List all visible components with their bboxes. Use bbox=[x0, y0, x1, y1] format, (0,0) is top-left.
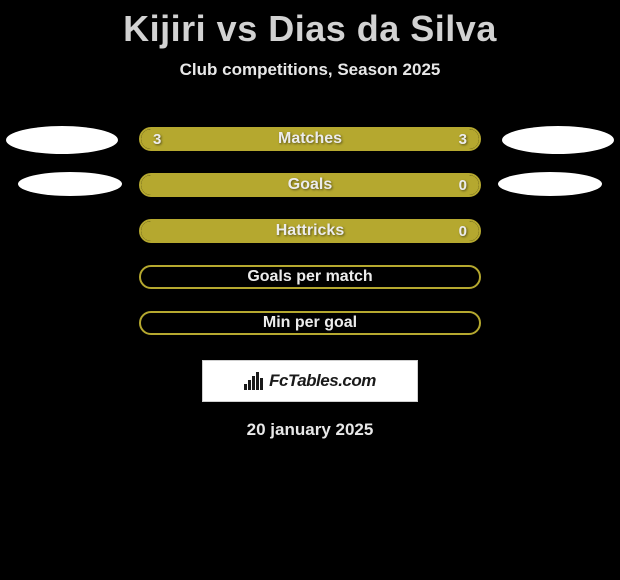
player-left-name: Kijiri bbox=[123, 8, 206, 49]
vs-text: vs bbox=[217, 8, 258, 49]
stat-value-right: 0 bbox=[459, 223, 467, 240]
stat-fill-full bbox=[141, 221, 479, 241]
side-ellipse-right bbox=[502, 126, 614, 154]
side-ellipse-right bbox=[498, 172, 602, 196]
stat-value-right: 3 bbox=[459, 131, 467, 148]
branding-box[interactable]: FcTables.com bbox=[202, 360, 418, 402]
branding-inner: FcTables.com bbox=[244, 371, 376, 391]
stat-row: Goals0 bbox=[0, 162, 620, 208]
stat-bar: Min per goal bbox=[139, 311, 481, 335]
stat-bar: Hattricks0 bbox=[139, 219, 481, 243]
stat-value-left: 3 bbox=[153, 131, 161, 148]
stat-bar: Goals per match bbox=[139, 265, 481, 289]
stat-bars: 3Matches3 Goals0 Hattricks0 Goals per match… bbox=[0, 116, 620, 346]
stat-label: Min per goal bbox=[141, 313, 479, 333]
stat-row: Goals per match bbox=[0, 254, 620, 300]
stat-bar: 3Matches3 bbox=[139, 127, 481, 151]
stat-fill-right bbox=[310, 129, 479, 149]
icon-bar bbox=[252, 376, 255, 390]
side-ellipse-left bbox=[18, 172, 122, 196]
side-ellipse-left bbox=[6, 126, 118, 154]
chart-bars-icon bbox=[244, 372, 263, 390]
subtitle: Club competitions, Season 2025 bbox=[0, 60, 620, 80]
title: Kijiri vs Dias da Silva bbox=[0, 8, 620, 50]
icon-bar bbox=[260, 378, 263, 390]
stat-row: Min per goal bbox=[0, 300, 620, 346]
icon-bar bbox=[248, 380, 251, 390]
icon-bar bbox=[256, 372, 259, 390]
stat-row: Hattricks0 bbox=[0, 208, 620, 254]
player-right-name: Dias da Silva bbox=[268, 8, 497, 49]
stat-row: 3Matches3 bbox=[0, 116, 620, 162]
icon-bar bbox=[244, 384, 247, 390]
stat-label: Goals per match bbox=[141, 267, 479, 287]
stat-value-right: 0 bbox=[459, 177, 467, 194]
branding-text: FcTables.com bbox=[269, 371, 376, 391]
date-line: 20 january 2025 bbox=[0, 420, 620, 440]
stat-fill-full bbox=[141, 175, 479, 195]
stat-fill-left bbox=[141, 129, 310, 149]
stat-bar: Goals0 bbox=[139, 173, 481, 197]
comparison-card: Kijiri vs Dias da Silva Club competition… bbox=[0, 0, 620, 440]
